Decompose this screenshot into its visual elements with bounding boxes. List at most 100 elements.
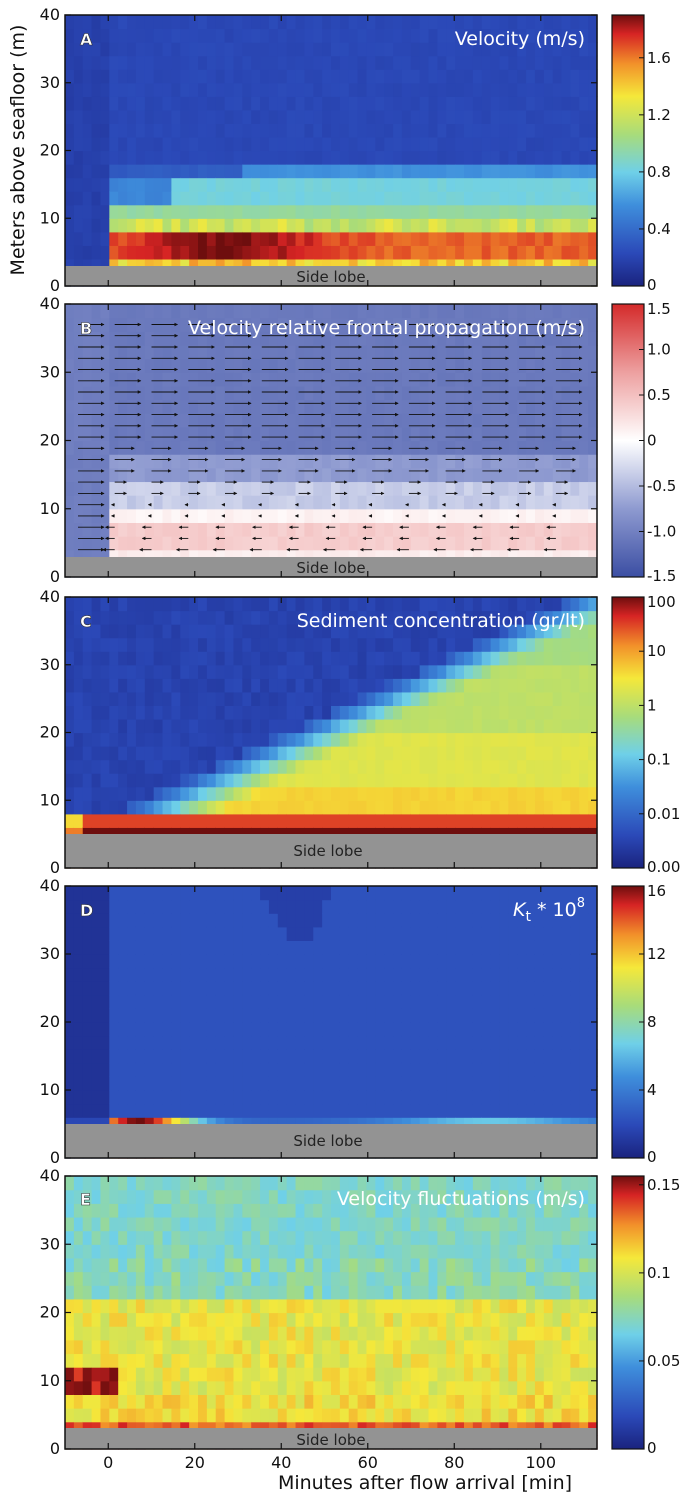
heatmap-cell [82,705,93,720]
heatmap-cell [260,440,270,455]
heatmap-cell [366,705,376,720]
heatmap-cell [135,42,146,57]
heatmap-cell [384,191,394,206]
heatmap-cell [366,15,376,30]
heatmap-cell [313,508,323,523]
heatmap-cell [215,317,226,332]
heatmap-cell [331,304,341,319]
heatmap-cell [295,954,305,969]
heatmap-cell [82,55,93,70]
heatmap-cell [135,913,146,928]
heatmap-cell [215,651,226,666]
heatmap-cell [180,440,190,455]
heatmap-cell [268,109,279,124]
heatmap-cell [100,495,110,510]
heatmap-cell [91,454,102,469]
heatmap-cell [472,886,483,901]
heatmap-cell [419,522,430,537]
heatmap-cell [198,773,208,788]
heatmap-cell [171,454,181,469]
heatmap-cell [277,467,288,483]
heatmap-cell [526,732,536,747]
heatmap-cell [118,981,128,996]
heatmap-cell [375,718,385,734]
heatmap-cell [109,1008,119,1023]
heatmap-cell [393,651,403,666]
heatmap-cell [552,678,563,693]
heatmap-cell [428,454,438,469]
heatmap-cell [233,773,243,788]
heatmap-cell [481,624,492,639]
heatmap-cell [481,691,492,706]
heatmap-cell [286,177,297,192]
heatmap-cell [224,304,235,319]
heatmap-cell [82,123,93,138]
heatmap-cell [171,1049,181,1064]
heatmap-cell [331,981,341,996]
heatmap-cell [464,245,474,260]
heatmap-cell [348,258,359,274]
heatmap-cell [357,651,368,666]
heatmap-cell [135,508,146,523]
heatmap-cell [277,495,288,510]
heatmap-cell [82,549,93,564]
heatmap-cell [455,664,465,679]
panel-c-letter: C [80,612,92,631]
heatmap-cell [127,913,137,928]
heatmap-cell [162,481,172,496]
heatmap-cell [268,372,279,387]
heatmap-cell [162,718,172,734]
heatmap-cell [410,1076,421,1091]
heatmap-cell [517,637,527,652]
panel-b-colorbar [611,303,645,578]
heatmap-cell [251,399,261,414]
heatmap-cell [144,994,155,1009]
heatmap-cell [428,967,438,982]
heatmap-cell [393,136,403,152]
heatmap-cell [153,344,164,360]
heatmap-cell [588,426,598,442]
heatmap-cell [322,800,332,815]
heatmap-cell [552,718,563,734]
heatmap-cell [481,123,492,138]
heatmap-cell [357,82,368,97]
heatmap-cell [100,304,110,319]
heatmap-cell [233,304,243,319]
heatmap-cell [499,495,509,510]
heatmap-cell [233,55,243,70]
heatmap-cell [118,926,128,941]
heatmap-cell [339,664,350,679]
heatmap-cell [561,508,571,523]
heatmap-cell [153,610,164,625]
heatmap-cell [579,481,589,496]
heatmap-cell [127,759,137,774]
heatmap-cell [366,258,376,274]
heatmap-cell [455,331,465,346]
heatmap-cell [464,495,474,510]
heatmap-cell [313,1022,323,1037]
heatmap-cell [286,440,297,455]
heatmap-cell [570,678,580,693]
heatmap-cell [366,786,376,801]
heatmap-cell [490,164,501,179]
heatmap-cell [135,899,146,914]
heatmap-cell [437,164,447,179]
heatmap-cell [348,191,359,206]
heatmap-cell [162,597,172,612]
heatmap-cell [65,610,75,625]
heatmap-cell [198,454,208,469]
heatmap-cell [464,886,474,901]
heatmap-cell [260,773,270,788]
heatmap-cell [180,994,190,1009]
heatmap-cell [401,732,412,747]
panel-b-side-lobe-label: Side lobe [296,559,365,577]
heatmap-cell [198,69,208,84]
heatmap-cell [268,886,279,901]
heatmap-cell [260,413,270,428]
heatmap-cell [588,82,598,97]
heatmap-cell [357,150,368,165]
heatmap-cell [588,549,598,564]
heatmap-cell [446,1022,456,1037]
heatmap-cell [313,136,323,152]
heatmap-cell [428,440,438,455]
